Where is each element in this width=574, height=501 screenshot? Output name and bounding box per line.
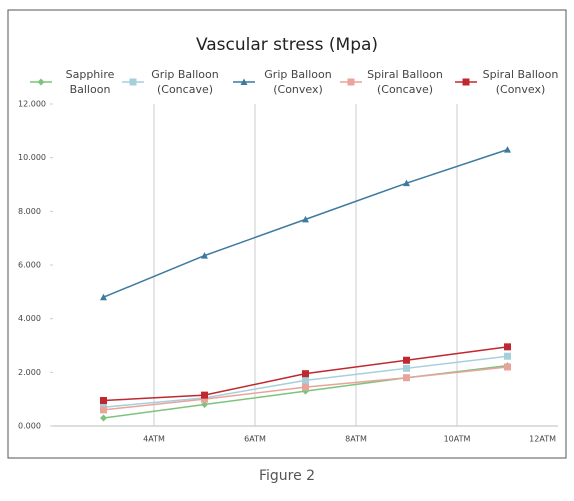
marker	[201, 391, 208, 399]
legend-marker	[462, 78, 470, 86]
marker	[403, 364, 410, 372]
x-tick-label: 12ATM	[529, 435, 556, 444]
marker	[504, 352, 511, 360]
legend-marker	[347, 78, 355, 86]
marker	[504, 343, 511, 351]
series-line	[103, 148, 508, 298]
marker	[302, 215, 309, 223]
legend-marker	[129, 78, 137, 86]
x-tick-label: 6ATM	[244, 435, 266, 444]
legend-label: Grip Balloon (Concave)	[151, 68, 219, 96]
y-tick-label: 2.000	[18, 368, 41, 377]
marker	[302, 376, 309, 384]
marker	[201, 252, 208, 259]
marker	[100, 397, 107, 405]
x-tick-label: 10ATM	[444, 435, 471, 444]
caption: Figure 2	[259, 468, 315, 484]
legend-marker	[37, 78, 45, 86]
marker	[403, 179, 410, 187]
y-tick-label: 10.000	[18, 153, 46, 162]
marker	[100, 406, 107, 414]
legend-label: Grip Balloon (Convex)	[264, 68, 332, 96]
marker	[403, 356, 410, 364]
y-tick-label: 6.000	[18, 261, 41, 270]
y-tick-label: 12.000	[18, 100, 46, 109]
legend-label: Sapphire Balloon	[65, 68, 115, 96]
marker	[504, 146, 511, 153]
marker	[302, 383, 309, 391]
x-tick-label: 4ATM	[143, 435, 165, 444]
marker	[403, 374, 410, 382]
x-tick-label: 8ATM	[345, 435, 367, 444]
chart-title: Vascular stress (Mpa)	[196, 35, 378, 55]
y-tick-label: 8.000	[18, 207, 41, 216]
chart-frame	[7, 9, 567, 459]
legend-label: Spiral Balloon (Convex)	[482, 68, 559, 96]
marker	[100, 414, 107, 422]
legend-label: Spiral Balloon (Concave)	[367, 68, 443, 96]
legend-marker	[240, 78, 248, 85]
y-tick-label: 0.000	[18, 422, 41, 431]
marker	[302, 370, 309, 378]
marker	[201, 401, 208, 409]
y-tick-label: 4.000	[18, 314, 41, 323]
marker	[504, 363, 511, 371]
marker	[100, 293, 107, 301]
